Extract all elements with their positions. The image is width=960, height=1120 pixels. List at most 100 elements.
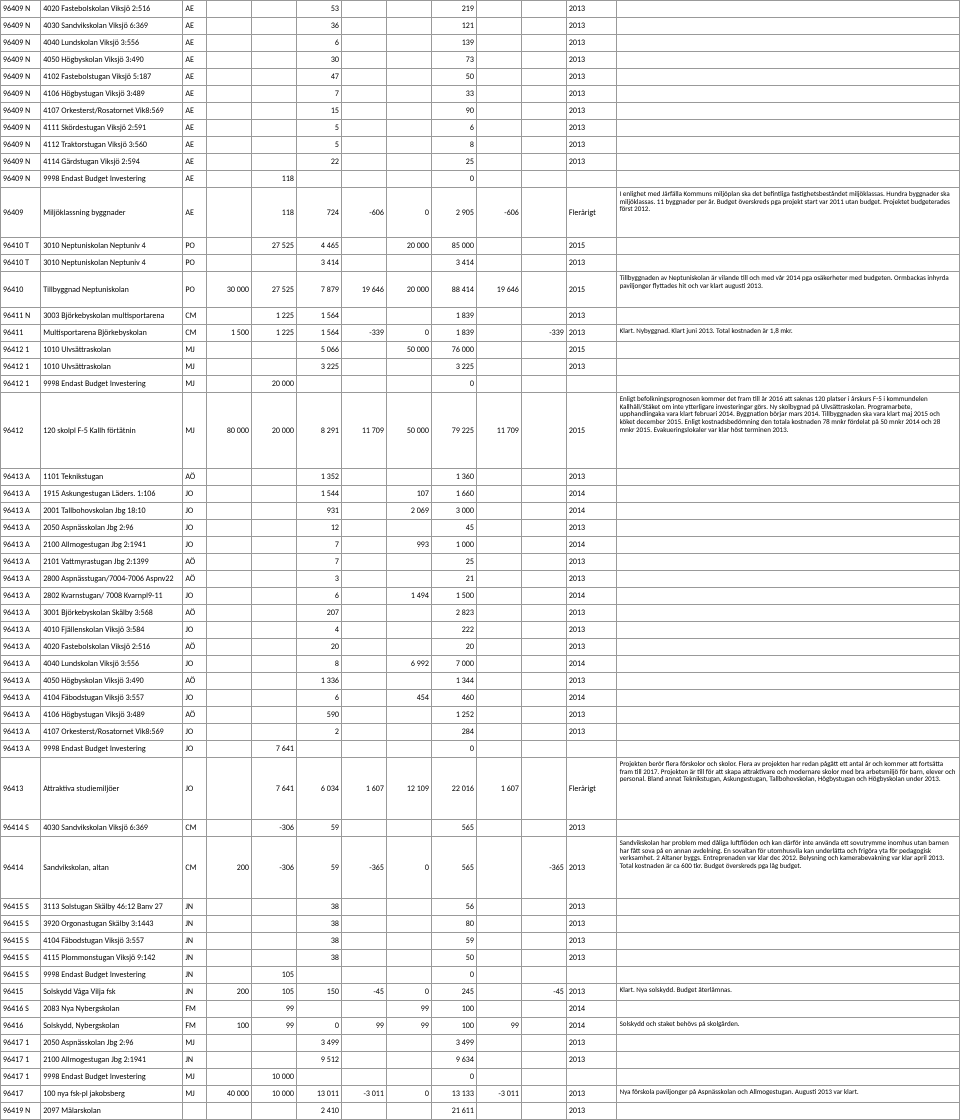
table-cell bbox=[341, 899, 386, 916]
table-cell bbox=[206, 137, 251, 154]
table-cell: MJ bbox=[183, 1035, 207, 1052]
table-cell: 931 bbox=[296, 503, 341, 520]
table-cell: -3 011 bbox=[476, 1086, 521, 1103]
table-cell bbox=[521, 741, 566, 758]
table-cell: 2013 bbox=[566, 1103, 616, 1120]
table-cell: 2013 bbox=[566, 52, 616, 69]
table-cell: Attraktiva studiemiljöer bbox=[41, 758, 183, 820]
table-cell: 96411 N bbox=[1, 308, 41, 325]
table-cell: 2 bbox=[296, 724, 341, 741]
table-cell: 96414 S bbox=[1, 820, 41, 837]
table-cell: 245 bbox=[431, 984, 476, 1001]
table-cell: AE bbox=[183, 1, 207, 18]
table-cell: 1 494 bbox=[386, 588, 431, 605]
table-cell: 22 016 bbox=[431, 758, 476, 820]
table-cell: 105 bbox=[251, 984, 296, 1001]
table-cell bbox=[251, 520, 296, 537]
table-cell: 6 bbox=[431, 120, 476, 137]
table-cell: -339 bbox=[521, 325, 566, 342]
table-cell: MJ bbox=[183, 359, 207, 376]
table-cell: Projekten berör flera förskolor och skol… bbox=[616, 758, 959, 820]
table-cell: 96413 A bbox=[1, 469, 41, 486]
table-cell bbox=[341, 469, 386, 486]
table-cell bbox=[251, 554, 296, 571]
table-cell bbox=[521, 137, 566, 154]
table-cell: 0 bbox=[386, 837, 431, 899]
table-cell: 1 000 bbox=[431, 537, 476, 554]
table-cell bbox=[386, 673, 431, 690]
table-cell: AE bbox=[183, 69, 207, 86]
table-cell: 22 bbox=[296, 154, 341, 171]
table-cell bbox=[341, 588, 386, 605]
table-cell: 20 000 bbox=[386, 272, 431, 308]
table-cell: 3010 Neptuniskolan Neptuniv 4 bbox=[41, 238, 183, 255]
table-cell: 8 bbox=[296, 656, 341, 673]
table-cell: 2013 bbox=[566, 820, 616, 837]
table-cell bbox=[476, 724, 521, 741]
table-cell bbox=[386, 1052, 431, 1069]
table-cell: 96411 bbox=[1, 325, 41, 342]
table-cell bbox=[341, 1069, 386, 1086]
table-cell: 4030 Sandvikskolan Viksjö 6:369 bbox=[41, 820, 183, 837]
table-cell bbox=[206, 899, 251, 916]
table-cell bbox=[341, 137, 386, 154]
table-cell bbox=[386, 376, 431, 393]
table-cell bbox=[521, 18, 566, 35]
table-cell: -3 011 bbox=[341, 1086, 386, 1103]
table-cell bbox=[386, 171, 431, 188]
table-cell bbox=[476, 622, 521, 639]
table-cell: AÖ bbox=[183, 571, 207, 588]
table-cell: 200 bbox=[206, 837, 251, 899]
table-cell: 27 525 bbox=[251, 272, 296, 308]
table-cell bbox=[206, 503, 251, 520]
table-cell: 25 bbox=[431, 154, 476, 171]
table-cell: 99 bbox=[251, 1001, 296, 1018]
table-cell bbox=[566, 171, 616, 188]
table-cell: 19 646 bbox=[476, 272, 521, 308]
table-cell bbox=[476, 469, 521, 486]
table-cell: Tillbyggnaden av Neptuniskolan är viland… bbox=[616, 272, 959, 308]
table-cell: JO bbox=[183, 656, 207, 673]
table-cell bbox=[206, 916, 251, 933]
table-cell bbox=[476, 503, 521, 520]
table-cell: MJ bbox=[183, 376, 207, 393]
table-cell: 4104 Fäbodstugan Viksjö 3:557 bbox=[41, 933, 183, 950]
table-cell bbox=[341, 1035, 386, 1052]
table-cell: 1 660 bbox=[431, 486, 476, 503]
budget-table: 96409 N4020 Fastebolskolan Viksjö 2:516A… bbox=[0, 0, 960, 1120]
table-row: 96413 A4104 Fäbodstugan Viksjö 3:557JO64… bbox=[1, 690, 960, 707]
table-cell bbox=[521, 393, 566, 469]
table-row: 96413 A4010 Fjällenskolan Viksjö 3:584JO… bbox=[1, 622, 960, 639]
table-cell: 2013 bbox=[566, 724, 616, 741]
table-row: 96409 N9998 Endast Budget InvesteringAE1… bbox=[1, 171, 960, 188]
table-cell: 96413 A bbox=[1, 622, 41, 639]
table-cell bbox=[251, 86, 296, 103]
table-cell: 79 225 bbox=[431, 393, 476, 469]
table-cell: 96413 A bbox=[1, 656, 41, 673]
table-cell: 56 bbox=[431, 899, 476, 916]
table-cell: 9998 Endast Budget Investering bbox=[41, 376, 183, 393]
table-cell: 2013 bbox=[566, 86, 616, 103]
table-row: 96412 19998 Endast Budget InvesteringMJ2… bbox=[1, 376, 960, 393]
table-cell: 7 641 bbox=[251, 741, 296, 758]
table-row: 96417 12100 Allmogestugan Jbg 2:1941JN9 … bbox=[1, 1052, 960, 1069]
table-cell bbox=[566, 1069, 616, 1086]
table-cell bbox=[616, 1001, 959, 1018]
table-cell: 96416 S bbox=[1, 1001, 41, 1018]
table-cell bbox=[251, 1103, 296, 1120]
table-cell bbox=[206, 255, 251, 272]
table-cell: 2013 bbox=[566, 137, 616, 154]
table-cell: 2013 bbox=[566, 605, 616, 622]
table-cell bbox=[616, 171, 959, 188]
table-cell bbox=[206, 18, 251, 35]
table-cell: 4102 Fastebolstugan Viksjö 5:187 bbox=[41, 69, 183, 86]
table-cell: 7 000 bbox=[431, 656, 476, 673]
table-cell bbox=[476, 69, 521, 86]
table-cell: 4104 Fäbodstugan Viksjö 3:557 bbox=[41, 690, 183, 707]
table-cell bbox=[206, 52, 251, 69]
table-cell: 565 bbox=[431, 820, 476, 837]
table-cell bbox=[386, 520, 431, 537]
table-cell: 2013 bbox=[566, 103, 616, 120]
table-cell: 0 bbox=[386, 984, 431, 1001]
table-cell bbox=[341, 950, 386, 967]
